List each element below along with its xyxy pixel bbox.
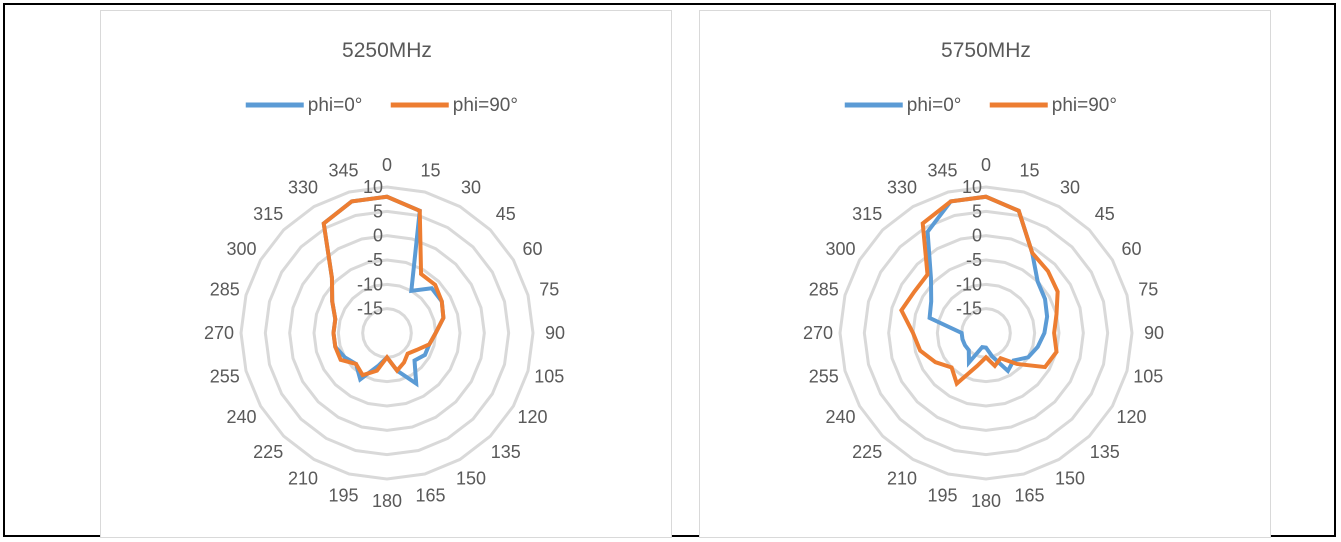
radial-tick-labels: -15 -10 -5 0 5 10 — [357, 177, 383, 319]
angle-label: 210 — [887, 468, 917, 488]
radial-tick-label: 5 — [972, 201, 982, 221]
angle-label: 135 — [491, 442, 521, 462]
angle-label: 120 — [1116, 407, 1146, 427]
angle-label: 165 — [415, 485, 445, 505]
radial-tick-label: -15 — [357, 299, 383, 319]
angle-label: 45 — [1095, 204, 1115, 224]
chart-title: 5750MHz — [941, 39, 1031, 62]
angle-label: 240 — [226, 407, 256, 427]
angle-label: 345 — [328, 161, 358, 181]
angle-label: 90 — [545, 323, 565, 343]
radial-grid — [838, 185, 1134, 481]
angle-label: 105 — [534, 366, 564, 386]
angle-label: 30 — [1060, 178, 1080, 198]
angle-label: 240 — [825, 407, 855, 427]
angle-label: 150 — [456, 468, 486, 488]
chart-title: 5250MHz — [342, 39, 432, 62]
series-line-2 — [321, 194, 446, 378]
angle-label: 225 — [852, 442, 882, 462]
grid-ring — [887, 234, 1085, 432]
angle-label: 150 — [1055, 468, 1085, 488]
angle-label: 0 — [382, 155, 392, 175]
grid-ring — [935, 282, 1037, 384]
grid-ring — [312, 258, 462, 408]
angle-label: 0 — [981, 155, 991, 175]
angle-label: 195 — [328, 485, 358, 505]
angle-label: 300 — [825, 239, 855, 259]
legend-label-series-1: phi=0° — [308, 95, 363, 116]
radial-grid — [239, 185, 535, 481]
angle-label: 330 — [887, 178, 917, 198]
grid-ring — [862, 209, 1110, 457]
angle-label: 15 — [1019, 161, 1039, 181]
angle-label: 165 — [1014, 485, 1044, 505]
radial-tick-label: -10 — [357, 274, 383, 294]
angle-label: 45 — [496, 204, 516, 224]
grid-ring — [838, 185, 1134, 481]
angle-label: 120 — [517, 407, 547, 427]
angle-label: 330 — [288, 178, 318, 198]
radial-tick-label: 0 — [373, 226, 383, 246]
angle-label: 90 — [1144, 323, 1164, 343]
angle-label: 75 — [1138, 280, 1158, 300]
angle-label: 270 — [204, 323, 234, 343]
angle-label: 135 — [1090, 442, 1120, 462]
radial-tick-label: -5 — [966, 250, 982, 270]
grid-ring — [288, 234, 486, 432]
radial-tick-label: 0 — [972, 226, 982, 246]
radial-tick-label: 10 — [962, 177, 982, 197]
grid-ring — [911, 258, 1061, 408]
radial-tick-labels: -15 -10 -5 0 5 10 — [956, 177, 982, 319]
legend: phi=0° phi=90° — [245, 95, 518, 116]
angle-label: 30 — [461, 178, 481, 198]
angle-label: 285 — [210, 280, 240, 300]
radial-tick-label: -5 — [367, 250, 383, 270]
chart-panel-2: 5750MHz phi=0° phi=90° 0 15 30 45 60 75 90 105 120 1… — [699, 10, 1271, 538]
angle-label: 105 — [1133, 366, 1163, 386]
angle-label: 180 — [372, 491, 402, 511]
angle-label: 75 — [539, 280, 559, 300]
radial-tick-label: 10 — [363, 177, 383, 197]
legend-label-series-1: phi=0° — [907, 95, 962, 116]
angle-label: 195 — [927, 485, 957, 505]
angle-label: 15 — [420, 161, 440, 181]
series-line-1 — [925, 194, 1050, 375]
angle-label: 180 — [971, 491, 1001, 511]
angle-label: 345 — [927, 161, 957, 181]
angle-label: 225 — [253, 442, 283, 462]
legend-label-series-2: phi=90° — [453, 95, 518, 116]
legend: phi=0° phi=90° — [844, 95, 1117, 116]
grid-ring — [336, 282, 438, 384]
angle-label: 255 — [210, 366, 240, 386]
angle-label: 60 — [522, 239, 542, 259]
angle-label: 60 — [1121, 239, 1141, 259]
angle-label: 300 — [226, 239, 256, 259]
angle-label: 270 — [803, 323, 833, 343]
angle-label: 255 — [809, 366, 839, 386]
grid-ring — [239, 185, 535, 481]
legend-label-series-2: phi=90° — [1052, 95, 1117, 116]
angle-label: 315 — [852, 204, 882, 224]
angle-label: 285 — [809, 280, 839, 300]
radial-tick-label: -10 — [956, 274, 982, 294]
radial-tick-label: -15 — [956, 299, 982, 319]
angle-label: 210 — [288, 468, 318, 488]
radial-tick-label: 5 — [373, 201, 383, 221]
angle-label: 315 — [253, 204, 283, 224]
chart-panel-1: 5250MHz phi=0° phi=90° 0 15 30 45 60 75 90 105 120 1… — [100, 10, 672, 538]
angle-labels: 0 153045607590105120135150165180195210225… — [204, 155, 565, 511]
angle-labels: 0 153045607590105120135150165180195210225… — [803, 155, 1164, 511]
grid-ring — [263, 209, 511, 457]
series-line-2 — [899, 194, 1060, 388]
